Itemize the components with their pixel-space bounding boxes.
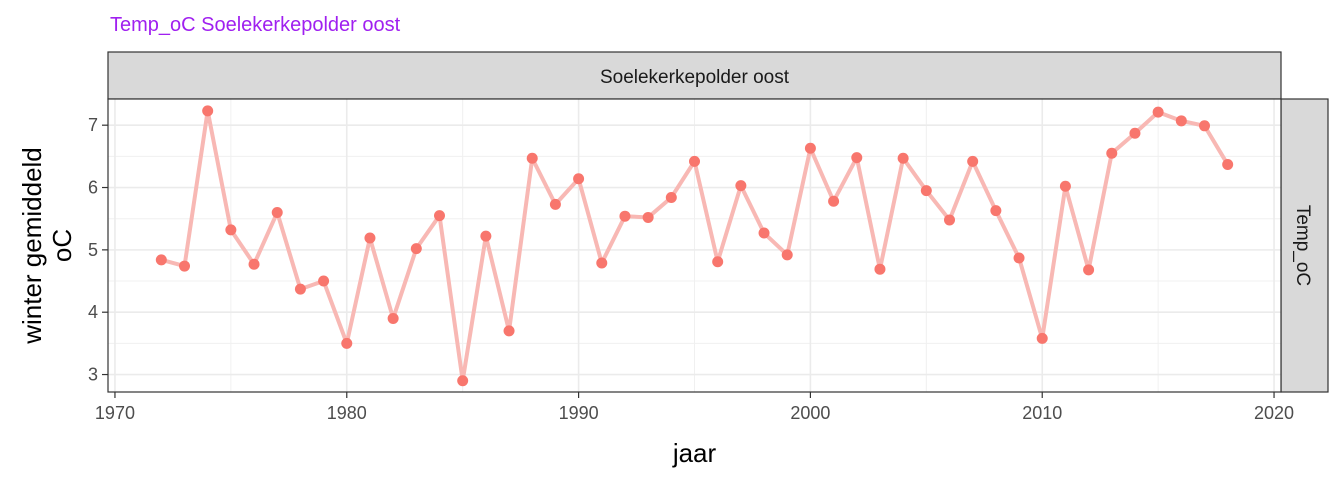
data-point (944, 214, 955, 226)
data-point (758, 227, 770, 239)
y-tick-label: 4 (88, 302, 98, 322)
data-point (1175, 115, 1187, 127)
data-point (271, 206, 283, 218)
data-point (503, 325, 515, 337)
data-point (410, 243, 422, 255)
data-point (1152, 106, 1164, 118)
data-point (920, 185, 932, 197)
data-point (1129, 127, 1141, 139)
x-tick-label: 2020 (1254, 403, 1294, 423)
data-point (1083, 264, 1095, 276)
chart-title: Temp_oC Soelekerkepolder oost (110, 14, 401, 36)
data-point (480, 230, 492, 242)
data-point (1199, 120, 1210, 132)
data-point (1106, 147, 1118, 159)
plot-panel-border (107, 98, 1282, 393)
data-point (1013, 252, 1025, 264)
facet-strip-right-label: Temp_oC (1292, 205, 1313, 286)
x-tick-label: 2000 (790, 403, 830, 423)
data-point (851, 152, 863, 164)
data-point (828, 195, 840, 207)
grid-major (108, 99, 1281, 392)
data-point (526, 152, 538, 164)
x-tick-label: 1970 (95, 403, 135, 423)
data-point (573, 173, 585, 185)
data-point (341, 337, 353, 349)
data-point (596, 257, 608, 269)
data-point (781, 249, 793, 261)
data-point (248, 258, 260, 270)
data-point (804, 142, 816, 154)
y-axis-title-line-2: oC (47, 229, 77, 262)
data-point (990, 205, 1002, 217)
data-point (967, 155, 979, 167)
y-tick-label: 7 (88, 115, 98, 135)
x-tick-label: 2010 (1022, 403, 1062, 423)
x-tick-label: 1990 (559, 403, 599, 423)
y-tick-label: 3 (88, 365, 98, 385)
data-point (735, 180, 747, 192)
x-axis: 1970 1980 1990 2000 2010 2020 (95, 392, 1294, 423)
data-point (434, 210, 445, 222)
data-point (619, 210, 631, 222)
data-point (155, 254, 167, 266)
data-point (874, 263, 886, 275)
data-point (897, 152, 909, 164)
y-tick-label: 5 (88, 240, 98, 260)
data-point (364, 232, 376, 244)
data-point (642, 211, 654, 223)
y-axis: 3 4 5 6 7 (88, 115, 108, 385)
data-point (1059, 180, 1071, 192)
data-point (225, 224, 237, 236)
facet-strip-right (1280, 98, 1329, 393)
data-point (665, 191, 677, 203)
data-point (1222, 158, 1234, 170)
series-points-group (155, 105, 1234, 387)
facet-strip-top (107, 51, 1282, 100)
x-tick-label: 1980 (327, 403, 367, 423)
data-point (179, 260, 190, 272)
data-point (202, 105, 214, 117)
data-point (712, 256, 724, 268)
data-point (689, 155, 700, 167)
data-point (549, 198, 561, 210)
y-tick-label: 6 (88, 178, 98, 198)
data-point (387, 312, 399, 324)
x-axis-title: jaar (672, 438, 717, 468)
y-axis-title-line-1: winter gemiddeld (17, 147, 47, 345)
facet-strip-top-label: Soelekerkepolder oost (600, 67, 790, 88)
data-point (294, 283, 306, 295)
data-point (457, 375, 469, 387)
data-point (318, 275, 330, 287)
data-point (1036, 332, 1048, 344)
